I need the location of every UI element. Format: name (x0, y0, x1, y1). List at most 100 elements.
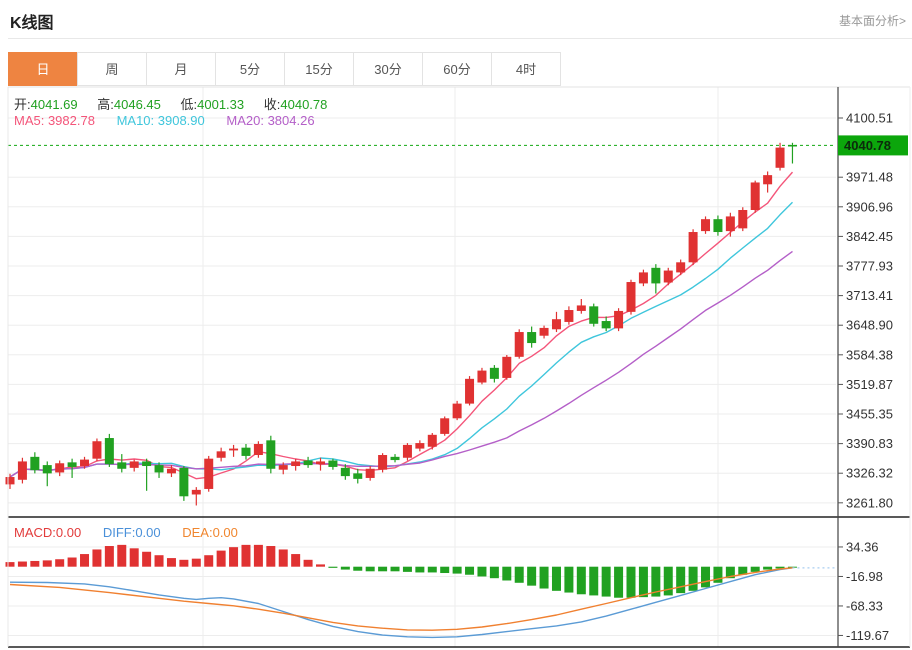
low-label: 低: (180, 97, 198, 112)
tab-interval-0[interactable]: 日 (8, 52, 78, 86)
macd-bar (340, 566, 350, 570)
macd-bar (55, 559, 65, 567)
macd-bar (316, 564, 325, 567)
candle (229, 448, 239, 451)
macd-bar (291, 554, 301, 567)
candle (465, 378, 475, 404)
candle (30, 456, 40, 471)
price-tick-label: 4100.51 (846, 111, 893, 126)
price-tick-label: 3584.38 (846, 347, 893, 362)
candle (104, 438, 114, 465)
candle (253, 443, 263, 456)
price-tick-label: 3842.45 (846, 229, 893, 244)
candle (191, 489, 201, 495)
macd-tick-label: -16.98 (846, 569, 883, 584)
macd-bar (427, 566, 437, 573)
candle (527, 332, 537, 344)
title-divider (8, 38, 912, 39)
macd-bar (129, 548, 139, 567)
candle (502, 356, 512, 378)
price-tick-label: 3906.96 (846, 199, 893, 214)
price-tick-label: 3390.83 (846, 436, 893, 451)
open-label: 开: (14, 97, 31, 112)
close-value: 4040.78 (280, 97, 328, 112)
candle (701, 219, 711, 232)
candle (427, 434, 437, 447)
ma20-legend: MA20: 3804.26 (226, 113, 315, 128)
macd-bar (787, 566, 797, 568)
tab-interval-4[interactable]: 15分 (284, 52, 354, 86)
candle (179, 467, 189, 497)
candle (651, 267, 661, 284)
macd-bar (154, 555, 164, 567)
tab-interval-3[interactable]: 5分 (215, 52, 285, 86)
candle (477, 370, 487, 383)
price-tick-label: 3777.93 (846, 259, 893, 274)
macd-bar (440, 566, 450, 574)
fundamental-analysis-link[interactable]: 基本面分析> (838, 14, 906, 28)
macd-bar (303, 559, 313, 567)
macd-bar (415, 566, 425, 573)
price-tick-label: 3971.48 (846, 170, 893, 185)
candle (440, 418, 450, 434)
diff-line (9, 567, 793, 639)
candle (365, 468, 375, 478)
macd-bar (42, 560, 52, 567)
macd-bar (142, 551, 152, 567)
tab-interval-2[interactable]: 月 (146, 52, 216, 86)
price-tick-label: 3455.35 (846, 407, 893, 422)
macd-bar (564, 566, 574, 593)
candle (514, 332, 524, 357)
macd-value-label: MACD:0.00 (14, 525, 82, 540)
macd-bar (353, 566, 363, 571)
macd-bar (614, 566, 624, 598)
tab-interval-6[interactable]: 60分 (422, 52, 492, 86)
macd-tick-label: 34.36 (846, 539, 879, 554)
macd-bar (601, 566, 611, 597)
candle (750, 182, 760, 210)
macd-bar (638, 566, 648, 598)
macd-bar (229, 547, 239, 567)
low-value: 4001.33 (197, 97, 245, 112)
macd-bar (589, 566, 599, 596)
macd-bar (465, 566, 475, 575)
high-label: 高: (97, 97, 114, 112)
macd-bar (502, 566, 512, 581)
candle (589, 306, 599, 324)
candle (204, 458, 214, 489)
ma10-legend: MA10: 3908.90 (116, 113, 205, 128)
candle (663, 270, 673, 283)
macd-bar (688, 566, 698, 591)
candle (55, 463, 65, 473)
macd-bar (253, 544, 263, 567)
macd-bar (775, 566, 785, 569)
macd-legend: MACD:0.00 DIFF:0.00 DEA:0.00 (14, 525, 256, 540)
candle (17, 461, 27, 480)
tab-interval-7[interactable]: 4时 (491, 52, 561, 86)
candle (378, 455, 388, 470)
candle (738, 209, 748, 229)
price-tick-label: 3519.87 (846, 377, 893, 392)
macd-bar (278, 549, 288, 567)
candle (614, 310, 624, 329)
candle (638, 272, 648, 284)
candle (92, 441, 102, 459)
macd-tick-label: -68.33 (846, 598, 883, 613)
macd-bar (378, 566, 388, 572)
candle (551, 319, 561, 330)
price-tick-label: 3261.80 (846, 495, 893, 510)
macd-bar (452, 566, 462, 574)
macd-bar (179, 559, 189, 567)
tab-interval-5[interactable]: 30分 (353, 52, 423, 86)
tab-interval-1[interactable]: 周 (77, 52, 147, 86)
macd-bar (750, 566, 760, 572)
price-tick-label: 3326.32 (846, 466, 893, 481)
candle (117, 462, 127, 469)
candle (278, 465, 288, 470)
macd-bar (166, 558, 176, 567)
macd-bar (651, 566, 661, 597)
macd-bar (104, 546, 114, 567)
macd-bar (701, 566, 711, 588)
diff-value-label: DIFF:0.00 (102, 525, 161, 540)
